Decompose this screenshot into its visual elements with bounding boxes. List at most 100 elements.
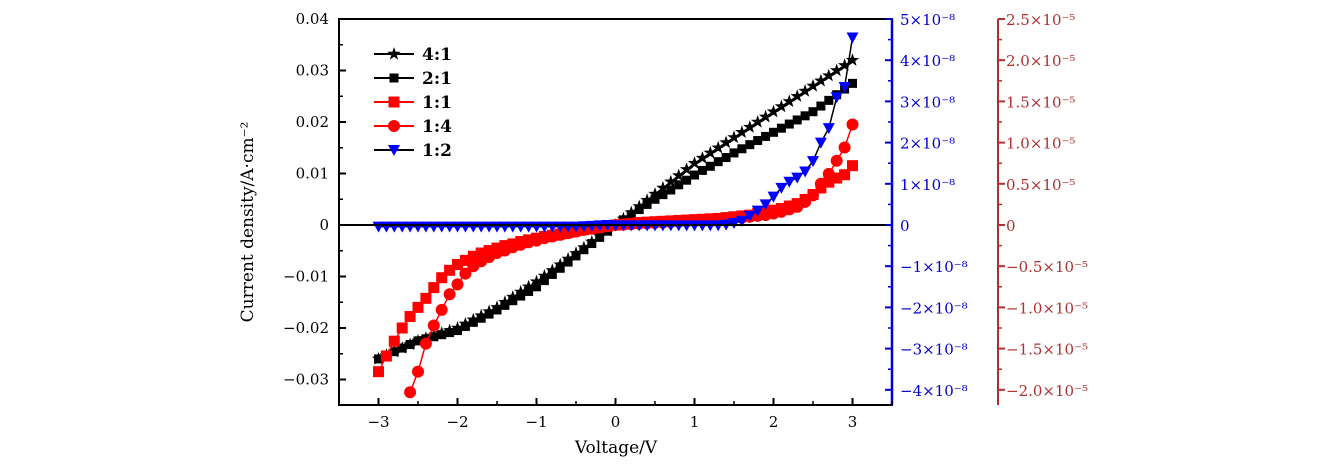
circle-marker xyxy=(404,386,417,399)
blue-axis-tick-label: 3×10⁻⁸ xyxy=(900,93,955,111)
left-tick-label: 0.03 xyxy=(296,62,329,80)
square-marker xyxy=(483,245,495,257)
blue-axis-tick-label: −1×10⁻⁸ xyxy=(900,258,968,276)
square-marker xyxy=(484,309,494,319)
star-marker xyxy=(822,68,836,82)
square-marker xyxy=(389,347,399,357)
blue-axis-tick-label: 5×10⁻⁸ xyxy=(900,11,955,29)
circle-marker xyxy=(459,267,472,280)
square-marker xyxy=(453,326,462,336)
star-marker xyxy=(679,162,694,175)
star-marker xyxy=(656,180,670,194)
square-marker xyxy=(769,127,778,137)
square-marker xyxy=(816,101,826,111)
blue-axis-tick-label: 0 xyxy=(900,217,910,235)
square-marker xyxy=(539,276,549,286)
square-marker xyxy=(831,172,843,184)
left-tick-label: 0 xyxy=(319,216,329,234)
square-marker xyxy=(396,322,408,334)
red-axis-tick-label: 1.0×10⁻⁵ xyxy=(1006,135,1075,153)
star-marker xyxy=(695,151,710,164)
star-marker xyxy=(687,156,702,169)
legend: 4:1 2:1 1:1 1:4 1:2 xyxy=(374,45,452,161)
red-axis-tick-label: 0 xyxy=(1006,217,1016,235)
red-axis-tick-label: −1.0×10⁻⁵ xyxy=(1006,299,1088,317)
blue-axis-tick-label: −3×10⁻⁸ xyxy=(900,341,968,359)
star-marker xyxy=(537,269,552,282)
square-marker xyxy=(388,96,400,108)
red-axis-tick-label: −0.5×10⁻⁵ xyxy=(1006,258,1088,276)
square-marker xyxy=(650,194,660,204)
square-marker xyxy=(824,95,834,105)
star-marker xyxy=(664,174,678,188)
square-marker xyxy=(784,119,794,129)
series-1-1 xyxy=(373,160,858,378)
square-marker xyxy=(389,73,399,83)
square-marker xyxy=(436,272,448,284)
square-marker xyxy=(808,107,818,117)
red-axis-tick-label: 1.5×10⁻⁵ xyxy=(1006,93,1075,111)
square-marker xyxy=(823,176,835,188)
star-marker xyxy=(774,99,789,113)
blue-axis-tick-label: 2×10⁻⁸ xyxy=(900,135,955,153)
star-marker xyxy=(830,63,844,77)
square-marker xyxy=(532,282,541,292)
square-marker xyxy=(839,169,851,181)
square-marker xyxy=(595,232,605,242)
square-marker xyxy=(374,354,383,364)
square-marker xyxy=(405,339,415,349)
star-marker xyxy=(758,109,773,123)
blue-axis-tick-label: 1×10⁻⁸ xyxy=(900,176,955,194)
square-marker xyxy=(373,366,384,378)
square-marker xyxy=(697,165,707,175)
blue-axis-tick-label: 4×10⁻⁸ xyxy=(900,52,955,70)
square-marker xyxy=(800,111,810,121)
square-marker xyxy=(475,247,487,259)
star-marker xyxy=(766,104,781,118)
star-marker xyxy=(387,47,401,60)
triangle-marker xyxy=(846,32,859,44)
triangle-marker xyxy=(735,215,748,227)
circle-marker xyxy=(412,365,424,378)
square-marker xyxy=(429,332,439,342)
circle-marker xyxy=(443,288,456,301)
square-marker xyxy=(516,291,526,301)
triangle-marker xyxy=(822,123,835,135)
square-marker xyxy=(642,199,652,209)
square-marker xyxy=(563,257,573,267)
square-marker xyxy=(690,170,699,180)
square-marker xyxy=(413,336,423,346)
star-marker xyxy=(806,78,820,92)
red-axis-tick-label: 2.0×10⁻⁵ xyxy=(1006,52,1075,70)
red-axis-tick-label: −1.5×10⁻⁵ xyxy=(1006,341,1088,359)
square-marker xyxy=(848,78,857,88)
square-marker xyxy=(445,328,455,338)
square-marker xyxy=(737,144,747,154)
star-marker xyxy=(648,187,662,200)
star-marker xyxy=(751,115,765,128)
blue-axis-tick-label: −2×10⁻⁸ xyxy=(900,299,968,317)
square-marker xyxy=(388,335,400,347)
square-marker xyxy=(500,300,510,310)
x-tick-label: −1 xyxy=(525,413,547,431)
square-marker xyxy=(420,292,432,304)
square-marker xyxy=(579,245,589,255)
red-axis-tick-label: 0.5×10⁻⁵ xyxy=(1006,176,1075,194)
square-marker xyxy=(753,136,763,146)
triangle-marker xyxy=(814,137,827,149)
red-axis-tick-label: 2.5×10⁻⁵ xyxy=(1006,11,1075,29)
y-axis-label: Current density/A·cm⁻² xyxy=(238,122,258,323)
star-marker xyxy=(790,89,804,102)
star-marker xyxy=(521,279,536,293)
x-tick-label: −2 xyxy=(446,413,468,431)
square-marker xyxy=(380,350,392,362)
triangle-marker xyxy=(743,210,756,222)
left-tick-label: −0.01 xyxy=(283,268,329,286)
triangle-marker xyxy=(759,199,772,211)
star-marker xyxy=(845,53,860,66)
legend-item: 1:4 xyxy=(374,117,452,137)
legend-label: 4:1 xyxy=(422,45,452,65)
legend-label: 2:1 xyxy=(422,69,452,89)
star-marker xyxy=(837,58,852,71)
triangle-marker xyxy=(577,221,590,233)
